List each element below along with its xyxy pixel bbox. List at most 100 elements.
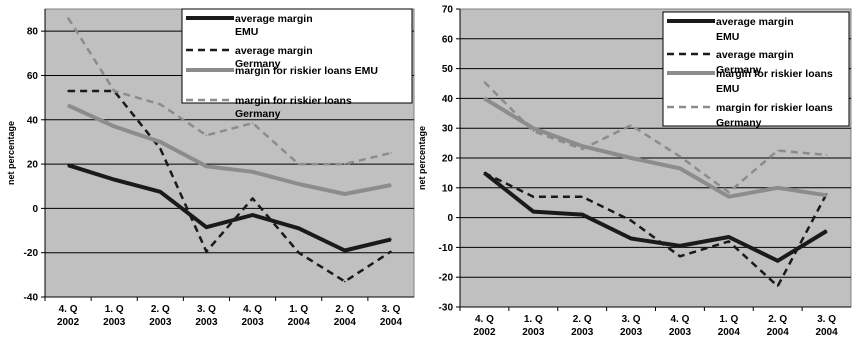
y-tick-label: 60 (27, 71, 39, 82)
data-point (390, 184, 392, 186)
y-tick-label: 70 (442, 5, 454, 16)
data-point (581, 148, 583, 150)
x-tick-label-year: 2004 (767, 327, 790, 338)
data-point (825, 154, 828, 156)
y-tick-label: -30 (439, 303, 454, 314)
data-point (776, 187, 779, 189)
x-tick-label-year: 2004 (718, 327, 741, 338)
x-tick-label-year: 2003 (195, 317, 218, 328)
x-tick-label-quarter: 1. Q (719, 314, 738, 325)
y-tick-label: -20 (24, 248, 39, 259)
x-tick-label-year: 2004 (815, 327, 838, 338)
y-tick-label: 50 (442, 64, 454, 75)
data-point (532, 127, 535, 129)
x-tick-label-quarter: 4. Q (475, 314, 494, 325)
data-point (825, 194, 828, 197)
data-point (297, 251, 300, 254)
x-tick-label-year: 2003 (571, 327, 594, 338)
data-point (825, 230, 828, 232)
data-point (205, 250, 208, 253)
y-tick-label: 0 (447, 213, 453, 224)
data-point (205, 226, 208, 229)
y-tick-label: 40 (27, 115, 39, 126)
x-tick-label-year: 2004 (334, 317, 357, 328)
legend-label: average margin (716, 49, 794, 61)
data-point (581, 195, 583, 198)
data-point (630, 237, 632, 240)
x-tick-label-year: 2003 (241, 317, 264, 328)
y-axis-label: net percentage (6, 121, 16, 185)
series-line (67, 103, 392, 196)
legend-label: Germany (235, 108, 281, 120)
data-point (776, 260, 779, 262)
data-point (113, 125, 115, 128)
data-point (297, 183, 300, 185)
data-point (344, 163, 346, 165)
data-point (113, 90, 115, 92)
series-line (67, 163, 392, 253)
data-point (483, 97, 486, 100)
x-tick-label-quarter: 1. Q (105, 304, 124, 315)
y-tick-label: 0 (32, 204, 38, 215)
legend-label: EMU (716, 83, 739, 95)
data-point (776, 285, 779, 287)
x-tick-label-year: 2003 (669, 327, 692, 338)
y-axis-label: net percentage (417, 126, 427, 190)
y-tick-label: 60 (442, 34, 454, 45)
data-point (679, 255, 681, 258)
x-tick-label-year: 2002 (473, 327, 496, 338)
y-tick-label: 10 (442, 183, 454, 194)
x-tick-label-year: 2002 (57, 317, 80, 328)
data-point (159, 141, 162, 143)
series-line (483, 81, 827, 194)
legend-label: margin for riskier loans (235, 95, 352, 107)
data-point (344, 249, 346, 252)
x-tick-label-year: 2003 (620, 327, 643, 338)
data-point (251, 197, 254, 200)
data-point (251, 122, 254, 124)
x-tick-label-quarter: 3. Q (197, 304, 216, 315)
data-point (630, 157, 632, 159)
data-point (679, 155, 681, 158)
legend-label: margin for riskier loans (716, 102, 833, 114)
x-tick-label-quarter: 1. Q (289, 304, 308, 315)
x-tick-label-quarter: 2. Q (573, 314, 592, 325)
x-tick-label-quarter: 3. Q (622, 314, 641, 325)
chart-left: -40 -20 0 20 40 60 80 4. Q 2002 1. Q 2003 2. Q 2003 3… (6, 8, 415, 328)
data-point (297, 227, 300, 230)
series-line (67, 17, 392, 166)
data-point (581, 213, 583, 216)
data-point (390, 152, 392, 154)
y-tick-label: 20 (27, 160, 39, 171)
data-point (390, 250, 392, 253)
x-tick-label-quarter: 2. Q (335, 304, 354, 315)
data-point (532, 130, 535, 132)
data-point (581, 145, 583, 147)
data-point (159, 103, 162, 106)
x-tick-label-year: 2004 (380, 317, 403, 328)
x-tick-label-quarter: 1. Q (524, 314, 543, 325)
data-point (630, 124, 632, 127)
data-point (159, 147, 162, 150)
data-point (390, 238, 392, 241)
data-point (67, 164, 69, 166)
data-point (251, 214, 254, 216)
data-point (67, 17, 69, 19)
legend-label: margin for riskier loans EMU (235, 65, 378, 77)
y-tick-label: 80 (27, 27, 39, 38)
y-tick-label: -20 (439, 273, 454, 284)
x-tick-label-year: 2003 (103, 317, 126, 328)
legend-label: average margin (716, 16, 794, 28)
data-point (67, 104, 69, 107)
x-tick-label-quarter: 4. Q (59, 304, 78, 315)
x-tick-label-quarter: 2. Q (768, 314, 787, 325)
series-line (483, 96, 827, 199)
y-tick-label: -10 (439, 243, 454, 254)
data-point (483, 172, 486, 174)
data-point (728, 195, 730, 198)
data-point (297, 163, 300, 165)
legend-label: EMU (716, 31, 739, 43)
data-point (344, 280, 346, 283)
data-point (532, 210, 535, 213)
